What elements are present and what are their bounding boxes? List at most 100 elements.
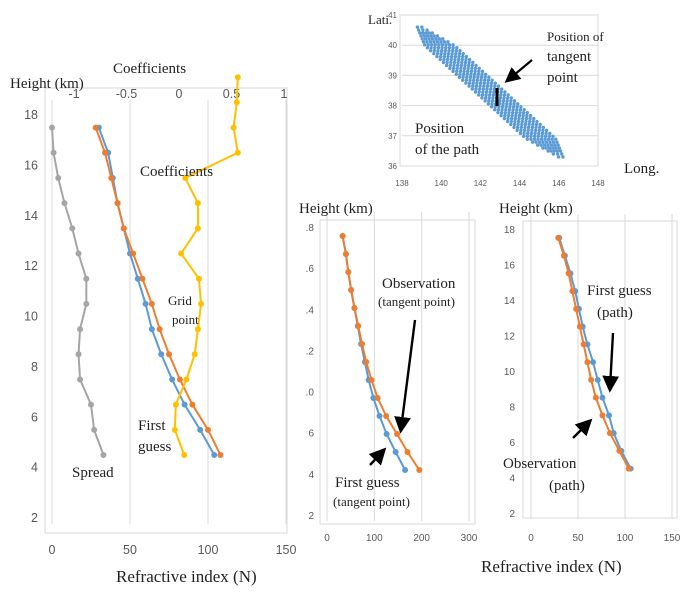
middle-y-tick-label: 6	[308, 429, 314, 440]
annotation-observation-tangent: (tangent point)	[378, 294, 455, 309]
map-y-tick-label: 40	[388, 41, 397, 50]
map-point	[510, 113, 514, 118]
map-point	[512, 122, 517, 127]
map-point	[453, 54, 458, 59]
map-point	[427, 31, 431, 35]
map-point	[489, 105, 494, 109]
map-point	[540, 131, 545, 136]
map-point	[487, 99, 491, 103]
map-point	[437, 37, 441, 41]
map-point	[539, 137, 544, 141]
map-point	[505, 99, 509, 103]
map-point	[443, 48, 447, 53]
map-point	[515, 125, 520, 130]
left-series-yellow-point	[194, 326, 201, 333]
map-point	[473, 69, 477, 74]
map-point	[446, 54, 450, 59]
map-point	[518, 131, 523, 136]
map-point	[437, 43, 441, 47]
left-top-tick-label: 1	[281, 87, 288, 101]
left-series-gray-point	[100, 452, 107, 459]
map-point	[547, 134, 552, 138]
left-series-gray-point	[91, 426, 98, 433]
map-x-tick-label: 140	[435, 179, 449, 188]
right-series-orange-point	[616, 447, 623, 454]
map-point	[480, 72, 484, 77]
left-series-orange-point	[217, 452, 224, 459]
map-point	[426, 43, 430, 47]
map-point	[502, 93, 507, 97]
map-point	[550, 137, 554, 141]
map-point	[481, 90, 485, 94]
map-point	[470, 63, 475, 68]
map-point	[512, 99, 517, 103]
map-point	[479, 78, 483, 82]
left-series-gray-point	[69, 225, 76, 232]
map-point	[469, 69, 474, 74]
right-x-tick-label: 150	[664, 533, 681, 544]
left-x-tick-label: 50	[123, 543, 137, 557]
right-series-blue-point	[606, 412, 613, 419]
map-point	[467, 84, 471, 88]
right-series	[555, 234, 634, 472]
middle-arrow-observation	[394, 319, 417, 434]
map-point	[482, 84, 486, 88]
map-y-tick-label: 41	[388, 11, 397, 20]
map-point	[477, 90, 481, 94]
middle-series-orange-point	[339, 233, 346, 239]
middle-y-tick-label: 2	[308, 511, 314, 522]
left-series-yellow-point	[171, 426, 178, 433]
map-y-tick-label: 36	[388, 162, 397, 171]
map-point	[450, 51, 454, 56]
left-series-blue-point	[181, 401, 188, 408]
map-point	[549, 149, 553, 153]
map-point	[451, 66, 456, 71]
map-point	[504, 105, 508, 109]
map-point	[427, 37, 431, 41]
map-point	[418, 31, 422, 35]
left-y-tick-label: 18	[24, 108, 38, 122]
map-point	[551, 146, 555, 150]
map-point	[435, 54, 439, 59]
map-point	[483, 99, 487, 103]
left-series-yellow-point	[194, 200, 201, 207]
map-point	[526, 128, 530, 133]
map-point	[429, 46, 433, 50]
middle-series-blue-point	[370, 395, 377, 401]
map-point	[503, 113, 507, 118]
map-point	[506, 93, 510, 97]
map-point	[459, 63, 464, 68]
right-series-orange-point	[560, 252, 567, 259]
annotation-observation: Observation	[382, 276, 456, 292]
left-series-yellow-point	[191, 351, 198, 358]
map-y-tick-label: 38	[388, 102, 397, 111]
map-point	[560, 152, 564, 156]
map-point	[524, 119, 528, 124]
map-point	[477, 87, 482, 91]
map-point	[447, 43, 452, 47]
right-y-tick-label: 10	[504, 367, 516, 378]
annotation-observation-path: Observation	[503, 456, 577, 472]
map-point	[506, 116, 510, 121]
map-point	[421, 40, 426, 44]
map-point	[532, 134, 537, 138]
middle-series-orange-point	[348, 287, 355, 293]
map-point	[548, 140, 552, 144]
map-point	[480, 69, 485, 74]
middle-y-axis-label: Height (km)	[299, 201, 373, 217]
left-series-yellow-point	[182, 174, 189, 181]
left-series	[49, 74, 241, 459]
map-point	[530, 128, 534, 133]
map-y-axis-label: Lati.	[368, 12, 392, 27]
map-point	[454, 48, 459, 53]
right-series-orange-point	[599, 412, 606, 419]
map-point	[457, 54, 461, 59]
map-point	[504, 108, 508, 112]
map-point	[551, 152, 556, 156]
left-series-orange-point	[139, 275, 146, 282]
map-point	[488, 93, 492, 97]
left-series-orange-point	[108, 174, 115, 181]
annotation-first-guess: First guess	[335, 475, 400, 491]
map-x-ticks: 138 140 142 144 146 148	[395, 179, 605, 188]
map-point	[530, 125, 535, 130]
